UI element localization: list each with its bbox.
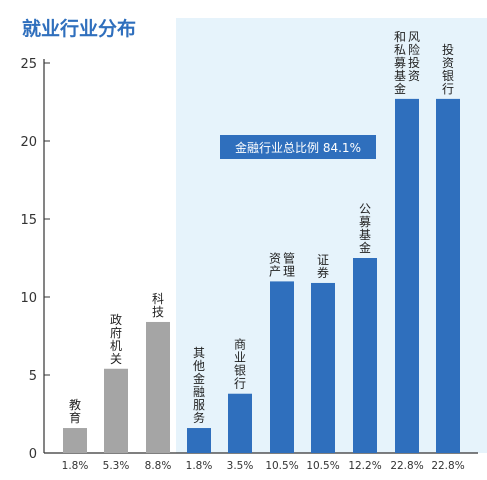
- category-label-char: 和: [394, 30, 406, 44]
- category-label-char: 务: [193, 410, 205, 425]
- category-label: 证券: [317, 253, 329, 280]
- category-label-char: 金: [394, 81, 406, 96]
- chart-title: 就业行业分布: [22, 18, 137, 40]
- category-label-char: 私: [394, 43, 406, 57]
- category-label-char: 金: [193, 371, 205, 386]
- category-label-char: 基: [394, 69, 406, 83]
- category-label-char: 府: [110, 325, 122, 340]
- bar: [146, 321, 170, 453]
- category-label-char: 投: [408, 55, 420, 70]
- category-label-char: 业: [234, 351, 246, 365]
- category-label-char: 行: [442, 82, 454, 96]
- y-tick-label: 10: [20, 291, 37, 306]
- category-label-char: 管: [283, 250, 295, 265]
- value-label: 22.8%: [431, 460, 464, 472]
- category-label-char: 资: [408, 69, 420, 83]
- category-label-char: 证: [317, 253, 329, 267]
- category-label-char: 资: [269, 251, 281, 265]
- category-label-char: 行: [234, 377, 246, 391]
- category-label-char: 政: [110, 313, 122, 327]
- y-tick-label: 20: [20, 135, 37, 150]
- category-label-char: 募: [394, 56, 406, 70]
- category-label-char: 券: [317, 265, 329, 280]
- category-label-char: 银: [442, 69, 454, 83]
- category-label-char: 育: [69, 410, 81, 425]
- category-label-char: 产: [269, 264, 281, 278]
- category-label-char: 风: [408, 30, 420, 44]
- category-label-char: 金: [359, 240, 371, 255]
- category-label-char: 基: [359, 228, 371, 242]
- value-label: 22.8%: [390, 460, 423, 472]
- category-label-char: 银: [234, 364, 246, 378]
- category-label-char: 理: [283, 264, 295, 278]
- y-tick-label: 0: [29, 447, 37, 462]
- value-label: 12.2%: [348, 460, 381, 472]
- category-label-char: 其: [193, 346, 205, 360]
- y-tick-label: 15: [20, 213, 37, 228]
- value-label: 1.8%: [62, 460, 89, 472]
- bar: [436, 98, 460, 453]
- bar: [395, 98, 419, 453]
- category-label-char: 科: [152, 292, 164, 306]
- category-label-char: 募: [359, 215, 371, 229]
- category-label-char: 教: [69, 397, 81, 412]
- category-label-char: 服: [193, 398, 205, 412]
- category-label-char: 资: [442, 56, 454, 70]
- category-label-char: 机: [110, 339, 122, 353]
- category-label-char: 公: [359, 202, 371, 216]
- y-tick-label: 25: [20, 57, 37, 72]
- bar: [104, 368, 128, 453]
- category-label: 科技: [152, 292, 164, 319]
- category-label-char: 融: [193, 385, 205, 399]
- category-label-char: 投: [442, 42, 454, 57]
- bar: [228, 393, 252, 453]
- value-label: 8.8%: [145, 460, 172, 472]
- value-label: 3.5%: [227, 460, 254, 472]
- y-tick-label: 5: [29, 369, 37, 384]
- category-label-char: 商: [234, 337, 246, 352]
- value-label: 10.5%: [265, 460, 298, 472]
- bar: [63, 428, 87, 453]
- category-label: 教育: [69, 397, 81, 425]
- bar: [311, 282, 335, 453]
- bar: [353, 258, 377, 453]
- category-label-char: 他: [193, 359, 205, 373]
- value-label: 5.3%: [103, 460, 130, 472]
- category-label-char: 技: [152, 305, 164, 319]
- value-label: 10.5%: [306, 460, 339, 472]
- value-label: 1.8%: [186, 460, 213, 472]
- category-label-char: 险: [408, 42, 420, 57]
- annotation-box: [220, 135, 376, 159]
- annotation-text: 金融行业总比例 84.1%: [235, 140, 361, 155]
- category-label-char: 关: [110, 352, 122, 366]
- bar: [270, 281, 294, 453]
- bar: [187, 428, 211, 453]
